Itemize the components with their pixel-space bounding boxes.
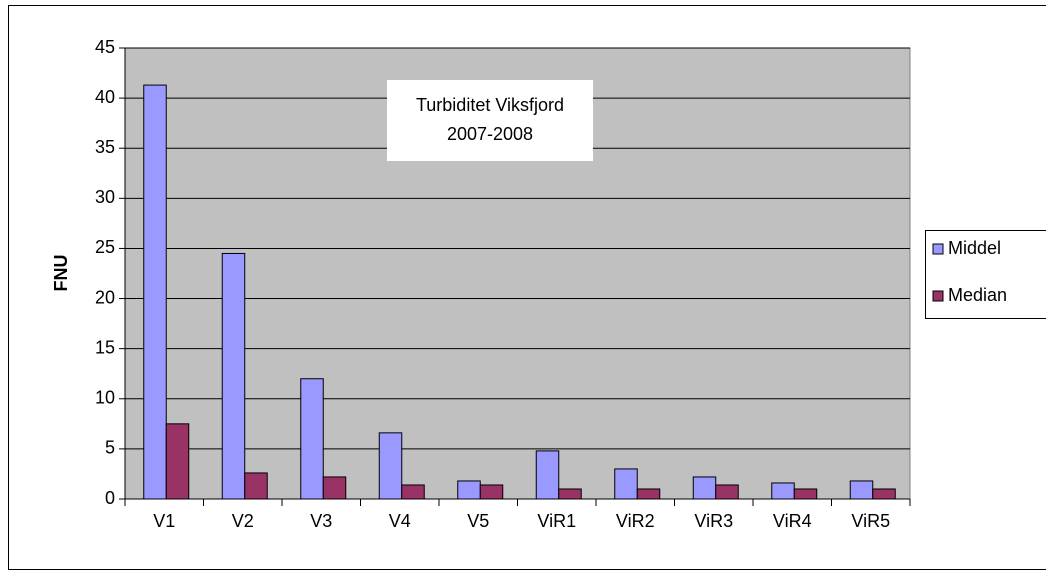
legend-label: Median [948,285,1007,305]
chart-title: Turbiditet Viksfjord [416,95,564,115]
bar [457,480,481,500]
bar [793,488,818,500]
legend-swatch [932,290,944,302]
y-tick-label: 0 [105,488,115,508]
y-tick-label: 5 [105,438,115,458]
y-tick-label: 45 [95,37,115,57]
x-tick-label: ViR5 [851,511,890,531]
y-tick-label: 20 [95,287,115,307]
bar [535,450,560,500]
bar [300,378,324,500]
bar [479,484,504,500]
bar [322,476,347,500]
bar [143,84,167,500]
title-box [387,80,593,161]
bar [614,468,638,500]
bar [636,488,661,500]
bar [771,482,795,500]
bar [221,252,246,500]
y-axis-label: FNU [51,255,71,292]
x-tick-label: V4 [389,511,411,531]
bar [558,488,582,500]
x-tick-label: ViR1 [537,511,576,531]
y-tick-label: 10 [95,388,115,408]
x-tick-label: ViR3 [694,511,733,531]
x-tick-label: V2 [232,511,254,531]
y-tick-label: 40 [95,87,115,107]
x-tick-label: ViR2 [616,511,655,531]
y-tick-label: 25 [95,237,115,257]
x-tick-label: V5 [467,511,489,531]
legend-swatch [932,243,944,255]
chart-subtitle: 2007-2008 [447,124,533,144]
bar [244,472,268,500]
bar [378,432,403,500]
bar [715,484,739,500]
bar [872,488,896,500]
bar [692,476,717,500]
x-tick-label: ViR4 [773,511,812,531]
bar [165,423,190,500]
bar [849,480,874,500]
legend [925,230,1046,319]
bar [401,484,425,500]
y-tick-label: 30 [95,187,115,207]
y-tick-label: 15 [95,337,115,357]
x-tick-label: V1 [153,511,175,531]
legend-label: Middel [948,238,1001,258]
x-tick-label: V3 [310,511,332,531]
y-tick-label: 35 [95,137,115,157]
